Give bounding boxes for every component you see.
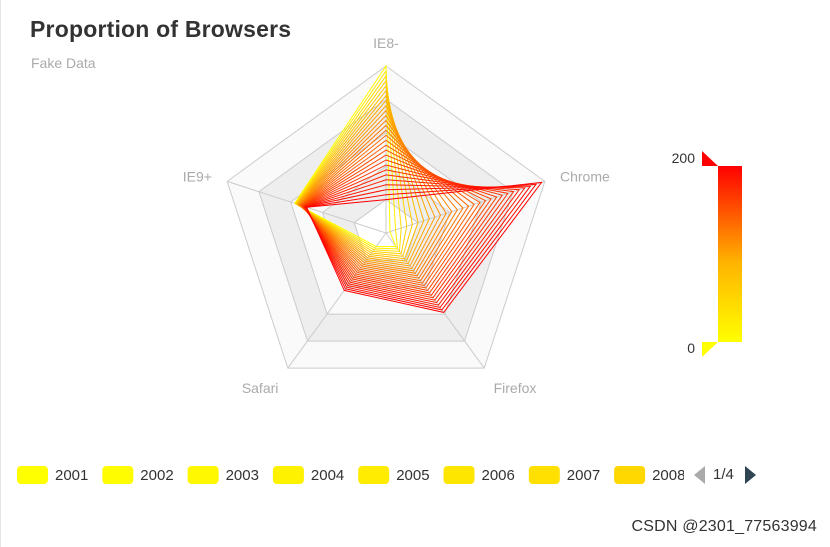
legend-item-2007[interactable]: 2007 [528, 466, 600, 484]
axis-label-chrome: Chrome [560, 168, 610, 184]
axis-label-ie8: IE8- [373, 35, 399, 51]
radar-series-2019 [301, 154, 492, 291]
visual-map-high-handle[interactable] [702, 151, 718, 166]
radar-series-2004 [295, 79, 408, 255]
radar-series-2001 [293, 64, 397, 247]
legend-swatch [614, 466, 646, 484]
legend: 2001 2002 2003 2004 2005 2006 2007 2008 [17, 466, 685, 484]
legend-label: 2002 [140, 467, 173, 484]
radar-series-2022 [303, 169, 509, 299]
radar-series-2025 [304, 184, 526, 306]
radar-series-2024 [304, 179, 521, 304]
visual-map[interactable]: 200 0 [672, 150, 742, 357]
radar-series-2006 [296, 89, 419, 260]
legend-label: 2001 [55, 467, 88, 484]
legend-page-indicator: 1/4 [713, 466, 734, 483]
legend-swatch [443, 466, 475, 484]
radar-axis-safari [287, 232, 387, 369]
radar-series-2012 [298, 119, 453, 274]
radar-series-2016 [300, 139, 475, 284]
radar-series-2007 [296, 94, 425, 262]
legend-next-arrow-icon[interactable] [745, 466, 756, 484]
legend-item-2002[interactable]: 2002 [102, 466, 174, 484]
axis-label-firefox: Firefox [494, 380, 537, 396]
visual-map-low-label: 0 [687, 340, 695, 356]
legend-label: 2008 [652, 467, 685, 484]
axis-label-safari: Safari [242, 380, 279, 396]
legend-item-2004[interactable]: 2004 [272, 466, 344, 484]
legend-label: 2003 [226, 467, 259, 484]
radar-series-2018 [301, 149, 487, 289]
chart-subtitle: Fake Data [31, 55, 96, 71]
watermark: CSDN @2301_77563994 [631, 518, 817, 535]
legend-swatch [187, 466, 219, 484]
radar-series-2013 [299, 124, 459, 277]
radar-series-2020 [302, 159, 498, 294]
legend-item-2005[interactable]: 2005 [358, 466, 430, 484]
legend-item-2006[interactable]: 2006 [443, 466, 515, 484]
legend-item-2008[interactable]: 2008 [614, 466, 685, 484]
radar-series-2002 [294, 69, 399, 250]
chart-title: Proportion of Browsers [30, 16, 292, 42]
radar-series-2011 [298, 114, 447, 272]
legend-label: 2007 [567, 467, 600, 484]
axis-label-ie9: IE9+ [183, 168, 212, 184]
legend-swatch [358, 466, 390, 484]
radar-series-2009 [297, 104, 436, 267]
radar-series-2010 [297, 109, 442, 270]
legend-swatch [17, 466, 48, 484]
legend-item-2003[interactable]: 2003 [187, 466, 259, 484]
legend-label: 2004 [311, 467, 344, 484]
radar-series-2008 [297, 99, 430, 265]
legend-swatch [528, 466, 560, 484]
legend-label: 2006 [482, 467, 515, 484]
legend-item-2001[interactable]: 2001 [17, 466, 88, 484]
radar-series-group [293, 64, 543, 313]
radar-series-2017 [300, 144, 481, 287]
radar-series-2021 [302, 164, 504, 296]
visual-map-high-label: 200 [672, 150, 696, 166]
radar-series-2028 [305, 181, 543, 313]
legend-swatch [102, 466, 134, 484]
legend-label: 2005 [396, 467, 429, 484]
radar-series-2014 [299, 129, 464, 279]
radar-series-2003 [294, 74, 402, 252]
visual-map-bar[interactable] [718, 166, 742, 342]
radar-axis-labels: IE8- Chrome Firefox Safari IE9+ [183, 35, 610, 396]
radar-series-2005 [295, 84, 413, 257]
legend-prev-arrow-icon[interactable] [694, 466, 705, 484]
legend-pager [694, 466, 756, 484]
radar-series-2023 [303, 174, 515, 301]
visual-map-low-handle[interactable] [702, 342, 718, 357]
legend-swatch [272, 466, 304, 484]
radar-series-2015 [300, 134, 470, 282]
